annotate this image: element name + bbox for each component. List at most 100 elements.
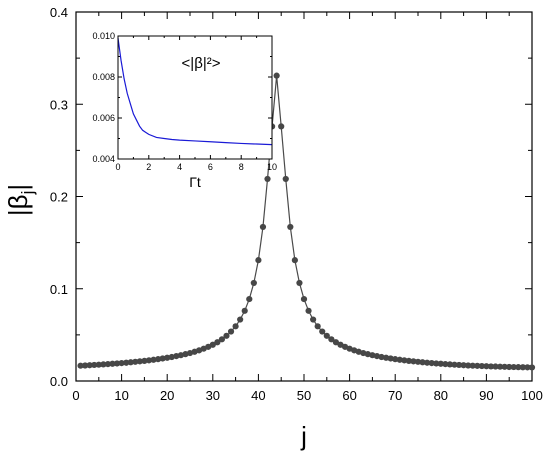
data-point — [392, 356, 399, 363]
data-point — [446, 361, 454, 368]
x-tick-label: 4 — [177, 162, 182, 172]
y-tick-label: 0.006 — [92, 113, 115, 123]
x-tick-label: 60 — [342, 388, 356, 403]
y-tick-label: 0.004 — [92, 154, 115, 164]
y-tick-label: 0.2 — [50, 190, 68, 205]
data-point — [113, 360, 121, 367]
data-point — [132, 358, 139, 365]
main-ticks — [75, 11, 533, 382]
data-point — [287, 223, 294, 231]
data-point — [496, 363, 504, 370]
x-tick-label: 10 — [267, 162, 277, 172]
data-point — [455, 361, 463, 369]
data-point — [401, 357, 408, 364]
data-point — [150, 356, 157, 363]
data-point — [474, 362, 481, 369]
main-y-tick-labels: 0.0 0.1 0.2 0.3 0.4 — [50, 5, 68, 389]
y-tick-label: 0.0 — [50, 374, 68, 389]
x-tick-label: 8 — [239, 162, 244, 172]
data-point — [410, 358, 417, 365]
x-tick-label: 40 — [251, 388, 265, 403]
data-point — [141, 357, 148, 364]
inset-plot-frame — [117, 35, 273, 160]
data-point — [154, 356, 162, 363]
data-point — [524, 364, 531, 371]
data-point — [501, 363, 508, 370]
data-point — [259, 223, 267, 231]
main-x-tick-labels: 0 10 20 30 40 50 60 70 80 90 100 — [72, 388, 542, 403]
data-point — [282, 175, 289, 183]
data-point — [164, 354, 171, 361]
x-tick-label: 100 — [521, 388, 543, 403]
inset-y-tick-labels: 0.004 0.006 0.008 0.010 — [92, 31, 115, 164]
data-point — [223, 332, 230, 339]
data-point — [127, 359, 134, 366]
data-point — [328, 336, 335, 343]
data-point — [305, 307, 312, 314]
data-point — [227, 328, 235, 335]
y-axis-title-suffix: | — [3, 184, 33, 191]
data-point — [510, 363, 517, 371]
data-point — [483, 363, 490, 370]
y-tick-label: 0.008 — [92, 72, 115, 82]
data-point — [118, 360, 125, 367]
data-point — [465, 362, 472, 369]
inset-series-group — [117, 37, 273, 146]
data-point — [451, 361, 458, 368]
data-point — [469, 362, 476, 369]
data-point — [123, 359, 130, 366]
data-point — [424, 359, 431, 366]
x-tick-label: 70 — [388, 388, 402, 403]
x-tick-label: 2 — [146, 162, 151, 172]
data-point — [246, 295, 253, 303]
data-point — [437, 360, 444, 367]
data-point — [492, 363, 499, 370]
data-point — [291, 257, 298, 264]
y-tick-label: 0.4 — [50, 5, 68, 20]
data-point — [250, 279, 257, 287]
data-point — [419, 359, 426, 366]
y-axis-title: |βj| — [3, 184, 37, 216]
data-point — [100, 361, 107, 368]
data-point — [296, 279, 303, 287]
data-point — [214, 339, 221, 346]
data-point — [319, 328, 326, 335]
data-point — [528, 364, 536, 371]
data-point — [218, 336, 226, 343]
inset-x-axis-title: Γt — [189, 174, 201, 190]
y-tick-label: 0.010 — [92, 31, 115, 41]
data-point — [278, 123, 285, 130]
x-tick-label: 20 — [160, 388, 174, 403]
data-point — [460, 362, 467, 369]
data-point — [209, 341, 216, 348]
data-point — [405, 357, 412, 364]
data-point — [487, 363, 495, 370]
data-point — [519, 364, 526, 371]
x-tick-label: 90 — [479, 388, 493, 403]
data-point — [442, 361, 449, 368]
y-axis-title-subscript: j — [18, 191, 37, 196]
data-point — [310, 316, 317, 323]
data-point — [273, 72, 280, 79]
data-point — [314, 323, 321, 330]
data-point — [232, 323, 239, 330]
data-point — [300, 295, 308, 303]
data-point — [241, 307, 248, 314]
data-point — [109, 360, 116, 367]
data-point — [414, 358, 422, 365]
x-tick-label: 0 — [115, 162, 120, 172]
inset-x-tick-labels: 0 2 4 6 8 10 — [115, 162, 277, 172]
x-tick-label: 0 — [72, 388, 79, 403]
data-point — [323, 332, 330, 339]
data-point — [145, 357, 153, 364]
data-point — [478, 362, 485, 370]
data-point — [255, 257, 262, 264]
main-series-group — [77, 72, 536, 371]
data-point — [433, 360, 440, 367]
data-point — [264, 175, 271, 183]
x-tick-label: 6 — [208, 162, 213, 172]
data-point — [428, 360, 435, 367]
data-point — [95, 361, 102, 368]
